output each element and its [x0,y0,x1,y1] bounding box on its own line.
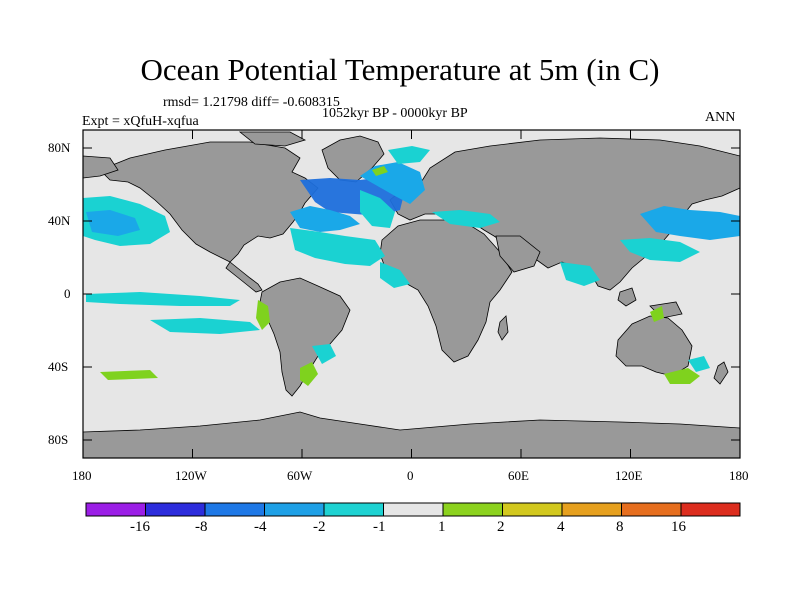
lat-label-0: 0 [64,286,71,301]
colorbar-label-neg1: -1 [373,519,386,535]
colorbar-label-1: 1 [438,519,446,535]
lat-label-40s: 40S [48,359,69,374]
land-new-zealand [713,361,729,385]
lon-label-60w: 60W [287,468,313,483]
colorbar-label-neg8: -8 [195,519,208,535]
colorbar [85,502,741,517]
colorbar-label-neg4: -4 [254,519,267,535]
land-madagascar [497,315,509,341]
anomaly-mediterranean-cooling [432,210,500,228]
colorbar-label-neg16: -16 [130,519,150,535]
colorbar-label-4: 4 [557,519,565,535]
anomaly-east-atlantic-cooling [360,190,395,228]
lon-label-120e: 120E [615,468,643,483]
colorbar-box-7 [442,502,503,517]
land-borneo [617,287,637,307]
lon-label-180w: 180 [72,468,92,483]
colorbar-label-2: 2 [497,519,505,535]
anomaly-southwest-atlantic-cooling [312,344,336,364]
colorbar-box-4 [264,502,325,517]
land-central-america [225,261,263,293]
land-arabia [495,235,541,273]
lon-label-60e: 60E [508,468,529,483]
anomaly-gulfstream-cooling [290,206,360,232]
colorbar-box-6 [383,502,444,517]
colorbar-label-16: 16 [671,519,686,535]
experiment-label: Expt = xQfuH-xqfua [82,114,199,129]
anomaly-iceland-warming [372,166,388,176]
anomaly-subtropical-atlantic-cooling [290,228,385,266]
anomaly-equatorial-pacific-cooling [86,292,240,306]
lon-label-180e: 180 [729,468,749,483]
anomaly-kuroshio-weak-cooling [620,238,700,262]
colorbar-box-2 [145,502,206,517]
land-eurasia-west-strip [83,155,119,179]
anomaly-north-pacific-west-core [86,210,140,236]
season-label: ANN [705,110,736,125]
anomaly-peru-warming [256,300,270,330]
lat-label-40n: 40N [48,213,71,228]
colorbar-box-1 [85,502,146,517]
page-title: Ocean Potential Temperature at 5m (in C) [140,52,660,87]
anomaly-indian-ocean-cooling [560,262,600,286]
land-north-america [99,141,319,263]
lon-label-120w: 120W [175,468,207,483]
colorbar-box-5 [323,502,384,517]
stats-text: rmsd= 1.21798 diff= -0.608315 [163,95,340,110]
colorbar-box-8 [502,502,563,517]
lon-label-0: 0 [407,468,414,483]
anomaly-argentina-warming [300,362,318,386]
land-australia [615,315,693,377]
land-antarctica [83,411,740,458]
anomaly-south-pacific-cooling [150,318,260,334]
colorbar-box-10 [621,502,682,517]
lon-ticks [82,130,741,458]
colorbar-box-9 [561,502,622,517]
colorbar-box-11 [680,502,741,517]
anomaly-tropical-atlantic-cooling [380,262,410,288]
anomaly-australia-south-warming [664,368,700,384]
anomaly-nordic-seas-cooling [388,146,430,164]
land-arctic-islands [238,131,307,147]
anomaly-indonesia-warming [650,306,664,322]
time-range: 1052kyr BP - 0000kyr BP [322,106,468,121]
colorbar-label-8: 8 [616,519,624,535]
anomaly-australia-south-cooling [688,356,710,372]
lat-label-80s: 80S [48,432,69,447]
colorbar-label-neg2: -2 [313,519,326,535]
lat-ticks [83,147,740,441]
anomaly-kuroshio-cooling [640,206,740,240]
colorbar-box-3 [204,502,265,517]
anomaly-south-pacific-strip-warming [100,370,158,380]
lat-label-80n: 80N [48,140,71,155]
